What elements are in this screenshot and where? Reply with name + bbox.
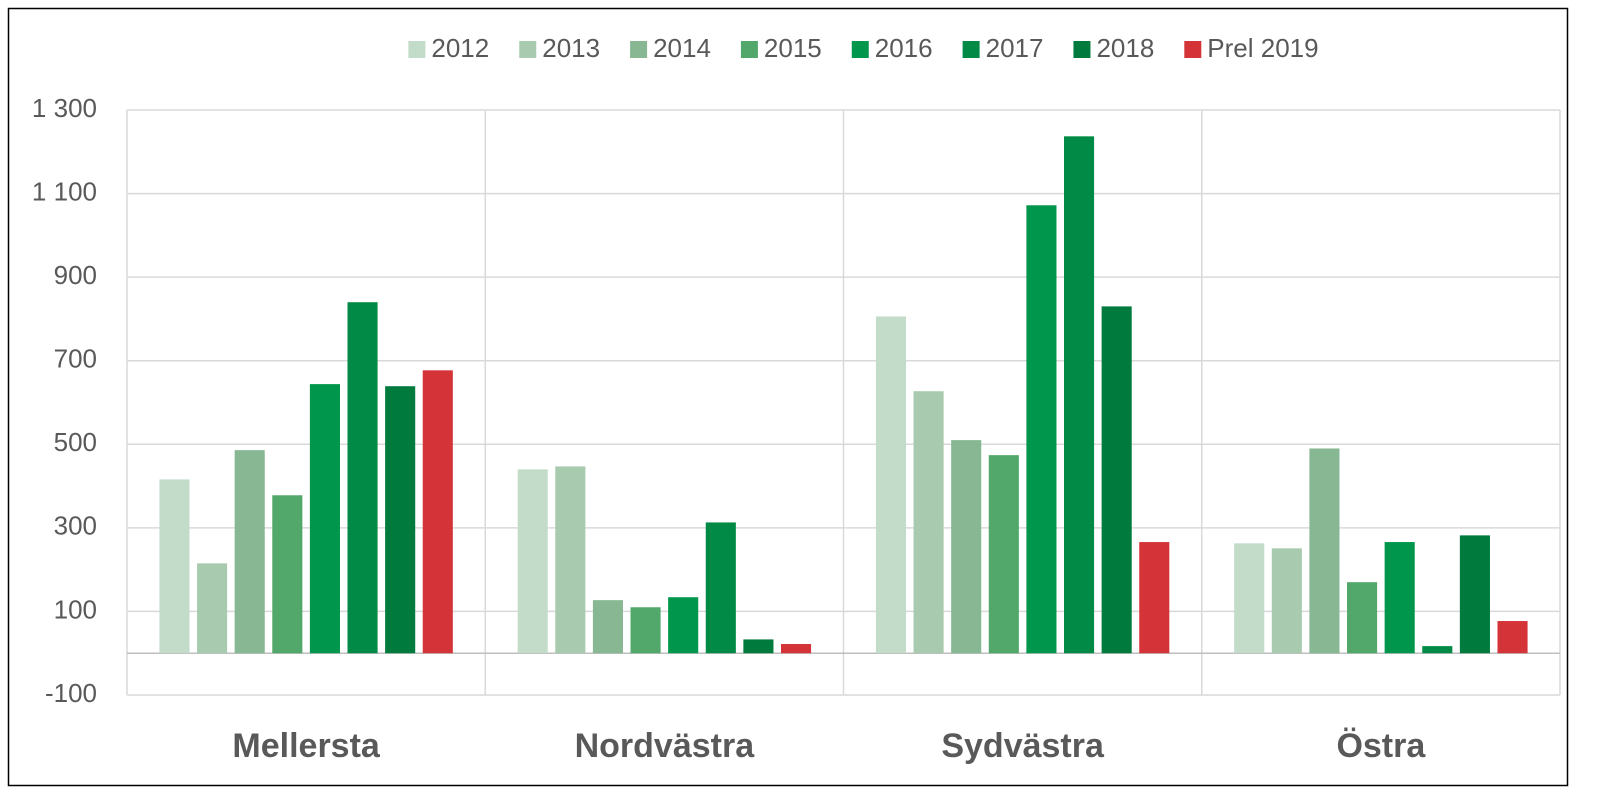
bar — [1064, 136, 1095, 654]
bar — [743, 639, 774, 654]
bar — [309, 384, 340, 654]
legend-label: 2017 — [986, 33, 1044, 63]
y-tick-label: 100 — [54, 594, 97, 624]
bar — [1459, 535, 1490, 654]
legend-swatch — [851, 41, 869, 58]
bar — [272, 495, 303, 654]
legend-label: 2012 — [431, 33, 489, 63]
legend-swatch — [630, 41, 648, 58]
bar — [517, 469, 548, 654]
bar — [1384, 542, 1415, 654]
x-tick-label: Nordvästra — [575, 727, 756, 765]
legend-swatch — [962, 41, 980, 58]
bar — [951, 440, 982, 654]
legend-label: 2015 — [764, 33, 822, 63]
x-tick-label: Mellersta — [232, 727, 380, 765]
y-tick-label: 1 300 — [32, 93, 97, 123]
bar — [197, 563, 228, 654]
legend-swatch — [519, 41, 537, 58]
chart-frame — [7, 7, 1569, 787]
bar — [1234, 543, 1265, 654]
bar — [1026, 205, 1057, 654]
bar — [668, 597, 699, 654]
y-tick-label: 700 — [54, 344, 97, 374]
x-tick-label: Östra — [1336, 727, 1426, 765]
bar — [592, 600, 623, 654]
bar — [1497, 621, 1528, 654]
bar — [159, 479, 190, 654]
y-tick-label: 1 100 — [32, 176, 97, 206]
bar — [1139, 542, 1170, 654]
y-tick-label: 500 — [54, 427, 97, 457]
bar — [234, 450, 265, 654]
bar — [780, 644, 812, 654]
bar — [1347, 582, 1378, 654]
legend-label: Prel 2019 — [1207, 33, 1318, 63]
bar — [347, 302, 378, 654]
bar — [630, 607, 661, 654]
y-tick-label: -100 — [45, 678, 97, 708]
legend-label: 2018 — [1096, 33, 1154, 63]
legend-swatch — [408, 41, 426, 58]
legend-label: 2013 — [542, 33, 600, 63]
legend-swatch — [740, 41, 758, 58]
bar — [1101, 306, 1132, 654]
bar — [875, 316, 907, 654]
x-tick-label: Sydvästra — [941, 727, 1105, 765]
legend-swatch — [1184, 41, 1202, 58]
bar — [1422, 646, 1453, 654]
legend-label: 2014 — [653, 33, 711, 63]
legend-swatch — [1073, 41, 1091, 58]
bar — [1271, 548, 1302, 654]
bar — [913, 391, 944, 654]
legend-label: 2016 — [875, 33, 933, 63]
bar — [385, 386, 416, 654]
bar — [705, 522, 736, 654]
bar — [988, 455, 1019, 654]
bar — [1309, 448, 1340, 654]
bar — [555, 466, 586, 654]
y-tick-label: 300 — [54, 511, 97, 541]
y-tick-label: 900 — [54, 260, 97, 290]
bar — [422, 370, 453, 654]
